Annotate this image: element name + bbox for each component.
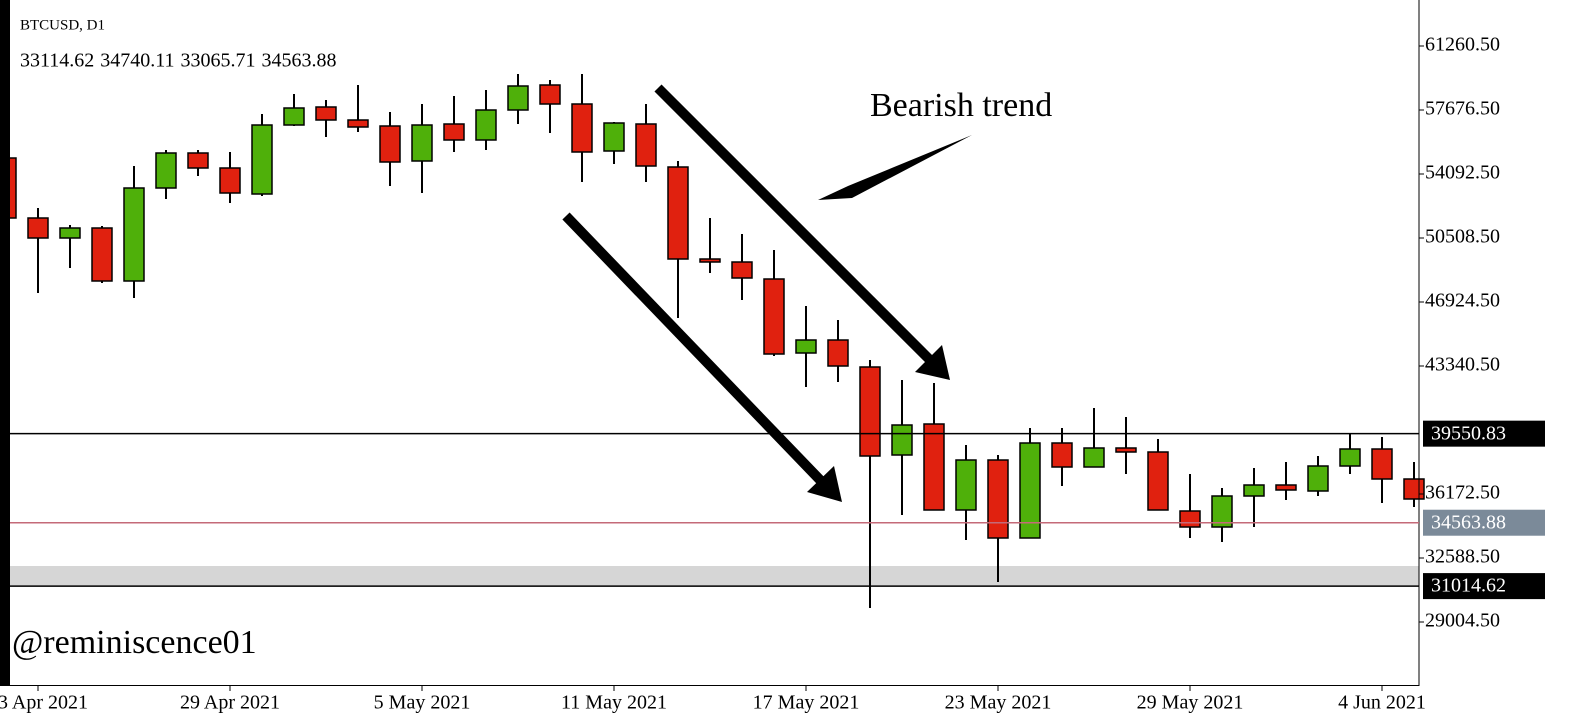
candle-body (1371, 448, 1393, 480)
candle-body (1307, 465, 1329, 492)
x-tick-label: 29 May 2021 (1137, 692, 1244, 714)
candle-body (955, 459, 977, 511)
candle-body (699, 258, 721, 263)
ohlc-value: 33065.71 (181, 50, 256, 72)
price-label: 39550.83 (1431, 422, 1506, 444)
candle-body (539, 84, 561, 105)
candle-body (987, 459, 1009, 539)
candle-body (27, 217, 49, 239)
x-tick-label: 23 May 2021 (945, 692, 1052, 714)
left-edge (0, 0, 10, 685)
x-tick-label: 11 May 2021 (561, 692, 667, 714)
candle-body (411, 124, 433, 162)
candle-body (315, 106, 337, 121)
candle-body (475, 109, 497, 141)
candle-body (1147, 451, 1169, 511)
y-tick-label: 36172.50 (1425, 482, 1500, 504)
candle-body (379, 125, 401, 163)
candle-body (1019, 442, 1041, 539)
candle-body (763, 278, 785, 355)
candle-body (1211, 495, 1233, 528)
candle-body (731, 261, 753, 279)
price-label-bg (1423, 573, 1545, 600)
plot-area (0, 74, 1425, 608)
y-tick-label: 61260.50 (1425, 34, 1500, 56)
y-tick-label: 32588.50 (1425, 546, 1500, 568)
candle-body (507, 85, 529, 111)
candle-body (795, 339, 817, 354)
x-tick-label: 17 May 2021 (753, 692, 860, 714)
candle-body (155, 152, 177, 189)
candle-body (827, 339, 849, 367)
arrow-head (807, 466, 842, 502)
price-label-bg (1423, 509, 1545, 536)
candle-body (187, 152, 209, 169)
candle-body (1339, 448, 1361, 467)
candle-body (571, 103, 593, 153)
candle-body (91, 227, 113, 282)
watermark: @reminiscence01 (12, 624, 257, 661)
arrow-pointer (818, 135, 972, 200)
candle-body (123, 187, 145, 282)
y-tick-label: 29004.50 (1425, 610, 1500, 632)
x-tick-label: 29 Apr 2021 (180, 692, 280, 714)
ohlc-value: 34740.11 (100, 50, 174, 72)
candle-body (283, 107, 305, 126)
candle-body (1051, 442, 1073, 468)
candle-body (1179, 510, 1201, 528)
candle-body (347, 119, 369, 128)
arrow-head (915, 345, 950, 380)
candle-body (59, 227, 81, 239)
arrows (562, 84, 972, 502)
ohlc-value: 33114.62 (20, 50, 94, 72)
candle-body (1243, 484, 1265, 497)
y-tick-label: 57676.50 (1425, 98, 1500, 120)
candle-body (443, 123, 465, 141)
ohlc-value: 34563.88 (262, 50, 337, 72)
candle-body (635, 123, 657, 167)
candle-body (1115, 447, 1137, 453)
arrow-line (654, 84, 934, 364)
price-label: 34563.88 (1431, 511, 1506, 533)
y-tick-label: 43340.50 (1425, 354, 1500, 376)
candle-body (923, 423, 945, 511)
candle-body (251, 124, 273, 195)
y-tick-label: 54092.50 (1425, 162, 1500, 184)
support-zone (10, 566, 1419, 587)
y-tick-label: 50508.50 (1425, 226, 1500, 248)
candle-body (1403, 478, 1425, 500)
y-tick-label: 46924.50 (1425, 290, 1500, 312)
symbol-label: BTCUSD, D1 (20, 17, 105, 33)
candle-body (603, 122, 625, 152)
candle-body (891, 424, 913, 456)
candle-body (1083, 447, 1105, 468)
candle-body (1275, 484, 1297, 491)
candle-body (667, 166, 689, 260)
price-label-bg (1423, 420, 1545, 447)
arrow-line (562, 212, 826, 486)
price-label: 31014.62 (1431, 575, 1506, 597)
candle-body (219, 167, 241, 194)
x-tick-label: 4 Jun 2021 (1338, 692, 1426, 714)
annotation: Bearish trend (870, 87, 1052, 124)
candle-body (859, 366, 881, 457)
x-tick-label: 23 Apr 2021 (0, 692, 88, 714)
x-tick-label: 5 May 2021 (374, 692, 471, 714)
